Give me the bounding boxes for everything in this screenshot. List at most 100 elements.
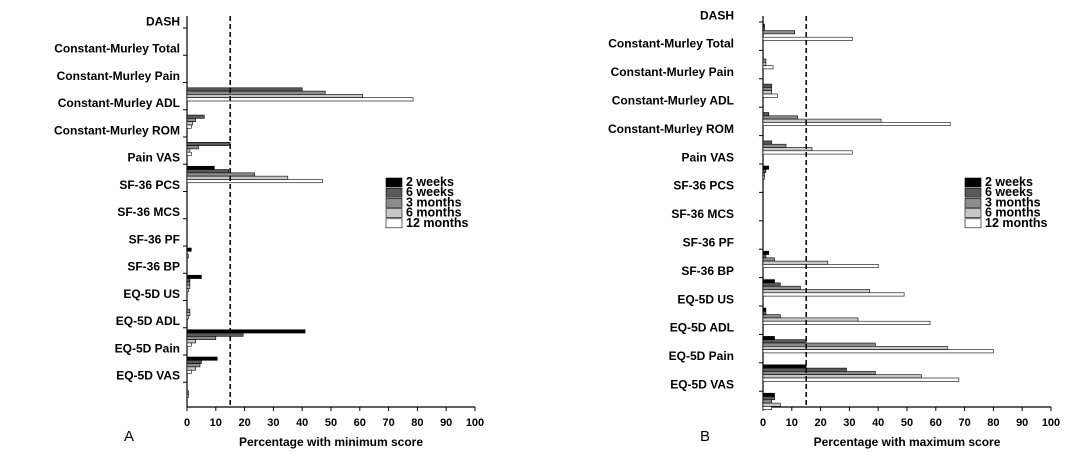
x-tick-label: 50 <box>325 417 337 429</box>
x-tick-label: 80 <box>411 417 423 429</box>
bar-3-months <box>762 257 775 262</box>
bar-3-months <box>762 115 798 120</box>
category-label: SF-36 PF <box>683 235 734 249</box>
bar-6-weeks <box>762 396 775 401</box>
bar-2-weeks <box>762 336 775 340</box>
bar-6-weeks <box>762 169 767 173</box>
category-label: Pain VAS <box>682 150 734 164</box>
bar-6-weeks <box>762 140 772 145</box>
category-label: EQ-5D Pain <box>115 341 180 355</box>
bar-6-months <box>762 118 882 123</box>
bar-6-months <box>762 317 859 322</box>
x-tick-label: 50 <box>901 417 913 429</box>
bar-6-months <box>186 366 196 371</box>
bar-2-weeks <box>762 279 775 284</box>
x-tick-label: 40 <box>872 417 884 429</box>
bar-2-weeks <box>762 23 765 28</box>
legend-entry: 12 months <box>406 216 469 230</box>
bar-3-months <box>762 143 787 148</box>
bar-6-weeks <box>762 310 767 315</box>
category-label: SF-36 BP <box>127 260 180 274</box>
x-tick-label: 80 <box>987 417 999 429</box>
legend-swatch <box>964 187 982 198</box>
bar-12-months <box>762 150 853 155</box>
bar-2-weeks <box>762 165 770 170</box>
bar-2-weeks <box>186 247 192 252</box>
category-label: Constant-Murley Pain <box>611 65 734 79</box>
bar-12-months <box>762 65 774 70</box>
category-label: EQ-5D ADL <box>116 314 180 328</box>
category-label: DASH <box>700 8 734 22</box>
category-label: EQ-5D VAS <box>670 377 734 391</box>
bar-3-months <box>762 285 801 290</box>
bar-2-weeks <box>186 274 202 279</box>
bar-3-months <box>762 342 876 347</box>
x-tick-label: 40 <box>296 417 308 429</box>
bar-2-weeks <box>186 165 215 170</box>
bar-6-weeks <box>186 169 230 174</box>
legend-swatch <box>964 218 982 229</box>
legend-entry: 6 months <box>985 206 1041 220</box>
category-label: EQ-5D US <box>677 292 734 306</box>
bar-12-months <box>186 151 192 156</box>
bar-3-months <box>186 308 191 313</box>
bar-6-months <box>186 175 289 180</box>
bar-12-months <box>762 264 879 268</box>
bar-6-weeks <box>762 339 807 344</box>
bar-12-months <box>186 342 192 347</box>
legend-entry: 6 weeks <box>985 185 1033 199</box>
legend-entry: 12 months <box>985 216 1048 230</box>
legend-entry: 6 weeks <box>406 185 454 199</box>
bar-2-weeks <box>762 307 767 312</box>
bar-12-months <box>186 288 189 293</box>
bar-3-months <box>762 58 767 63</box>
legend-swatch <box>385 187 403 198</box>
legend-entry: 3 months <box>985 195 1041 209</box>
bar-6-months <box>186 312 191 316</box>
bar-3-months <box>186 90 326 95</box>
legend-entry: 2 weeks <box>406 175 454 189</box>
panel-a-chart: 0 10 20 30 40 50 60 70 80 90 100 Percentage with mi… <box>54 14 484 449</box>
bar-12-months <box>762 377 960 382</box>
legend-entry: 6 months <box>406 206 462 220</box>
bar-12-months <box>762 292 905 297</box>
panel-label: A <box>124 428 134 445</box>
bar-3-months <box>762 172 765 177</box>
category-label: Constant-Murley ROM <box>54 123 180 137</box>
bar-6-months <box>762 374 922 379</box>
x-tick-label: 30 <box>843 417 855 429</box>
category-label: SF-36 MCS <box>117 205 180 219</box>
legend-entry: 2 weeks <box>985 175 1033 189</box>
bar-6-weeks <box>186 114 205 119</box>
x-tick-label: 70 <box>382 417 394 429</box>
bar-3-months <box>186 363 201 368</box>
x-tick-label: 10 <box>210 417 222 429</box>
bar-6-months <box>762 61 767 66</box>
category-label: Constant-Murley ADL <box>612 93 734 107</box>
x-tick-label: 60 <box>930 417 942 429</box>
bar-12-months <box>186 369 192 374</box>
x-tick-label: 60 <box>354 417 366 429</box>
x-tick-label: 30 <box>267 417 279 429</box>
bar-6-weeks <box>762 112 770 117</box>
category-label: SF-36 PF <box>129 232 180 246</box>
category-label: Constant-Murley Total <box>608 37 734 51</box>
bar-3-months <box>762 87 772 92</box>
category-label: Constant-Murley Total <box>54 42 180 56</box>
bar-6-weeks <box>186 87 303 92</box>
bar-3-months <box>762 399 772 404</box>
bar-12-months <box>186 179 323 184</box>
x-tick-label: 90 <box>1016 417 1028 429</box>
legend-swatch <box>964 177 982 188</box>
bar-3-months <box>762 314 781 319</box>
category-label: Constant-Murley ADL <box>58 96 180 110</box>
bar-6-months <box>186 121 194 126</box>
x-tick-label: 0 <box>184 417 190 429</box>
bar-6-weeks <box>762 254 767 259</box>
category-label: EQ-5D US <box>123 287 180 301</box>
category-label: Pain VAS <box>128 151 180 165</box>
x-tick-label: 20 <box>814 417 826 429</box>
bar-6-weeks <box>186 142 231 146</box>
category-label: SF-36 PCS <box>673 179 734 193</box>
legend-swatch <box>964 198 982 208</box>
